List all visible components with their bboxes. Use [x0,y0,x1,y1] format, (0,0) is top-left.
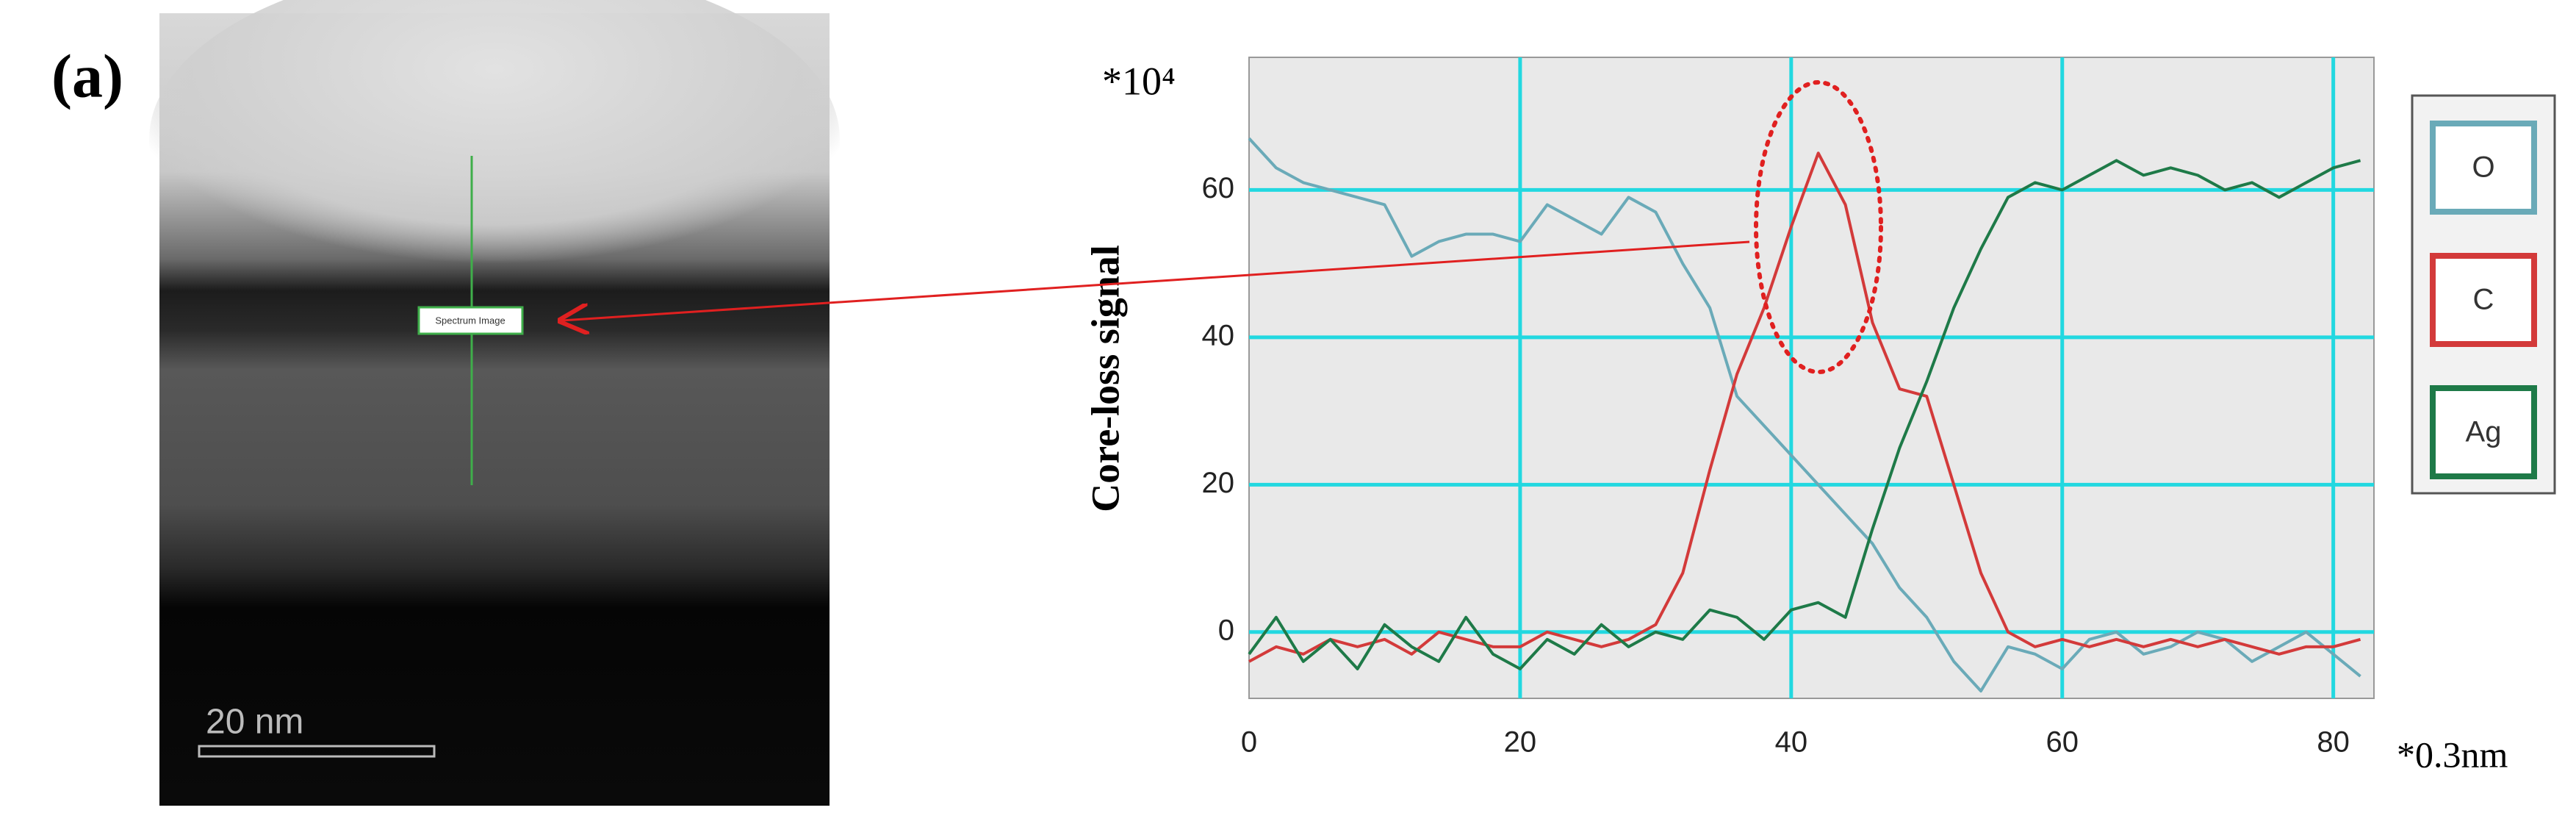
legend-label: O [2472,151,2494,184]
legend-label: Ag [2466,416,2502,448]
y-tick-label: 0 [1218,614,1234,646]
series-line [1248,159,2361,670]
legend-swatch [2430,253,2537,347]
spectrum-box [417,306,524,335]
scale-bar [198,745,436,758]
highlight-ellipse [1754,80,1883,374]
x-tick-label: 60 [2046,726,2079,759]
x-axis-label: *0.3nm [2397,734,2508,775]
series-line [1248,151,2361,663]
chart: *10⁴ Core-loss signal *0.3nm 0 20 40 60 0 20 4… [1083,57,2556,775]
y-tick-label: 60 [1202,172,1235,204]
tem-image: Spectrum Image 20 nm [149,0,840,806]
x-tick-label: 0 [1241,726,1257,759]
y-multiplier: *10⁴ [1102,59,1176,103]
x-tick-label: 20 [1504,726,1537,759]
y-axis-label: Core-loss signal [1083,245,1127,512]
scale-bar-label: 20 nm [206,703,303,742]
series-line [1248,137,2361,692]
pointer-arrow [562,240,1750,321]
panel-label: (a) [51,42,123,110]
x-tick-label: 40 [1775,726,1808,759]
legend-swatch [2430,385,2537,479]
legend-label: C [2473,284,2494,316]
y-tick-label: 20 [1202,467,1235,499]
legend-swatch [2430,121,2537,215]
plot-area [1248,57,2375,699]
spectrum-box-label: Spectrum Image [435,315,505,326]
image-highlight [149,0,840,316]
x-tick-label: 80 [2317,726,2350,759]
y-tick-label: 40 [1202,319,1235,351]
